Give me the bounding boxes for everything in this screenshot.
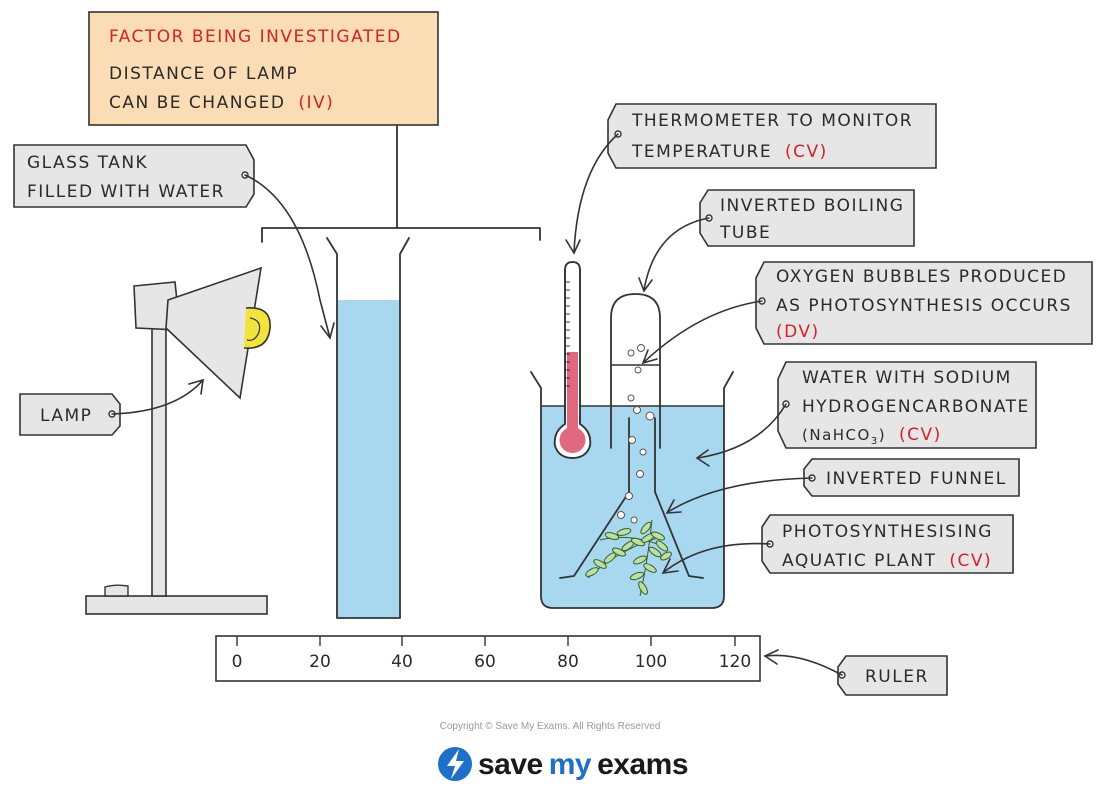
ruler-tick-60: 60 [474,652,496,672]
factor-tag: (IV) [298,93,334,113]
label-glass-tank-line-1: GLASS TANK [27,153,148,173]
glass-tank [326,237,410,619]
brand-exams: exams [597,748,688,781]
label-ruler-text: RULER [865,667,929,687]
label-water-formula-subscript: 3 [871,436,879,447]
factor-line-2: CAN BE CHANGED [109,93,285,113]
label-glass-tank: GLASS TANK FILLED WITH WATER [13,144,335,340]
brand-my: my [549,748,592,781]
label-boiling-tube-line-2: TUBE [719,223,771,243]
label-oxygen-tag: (DV) [776,322,820,342]
label-water-formula-close: ) [879,426,886,444]
label-oxygen-line-1: OXYGEN BUBBLES PRODUCED [776,267,1067,287]
brand-save: save [478,748,543,781]
save-my-exams-logo: save my exams [438,747,689,781]
label-water-line-1: WATER WITH SODIUM [802,368,1012,388]
label-boiling-tube-line-1: INVERTED BOILING [720,196,904,216]
svg-text:(NaHCO3) (CV): (NaHCO3) (CV) [802,425,942,447]
label-thermometer-line-2: TEMPERATURE [631,142,772,162]
factor-title: FACTOR BEING INVESTIGATED [109,27,402,47]
label-water-tag: (CV) [899,425,942,445]
label-thermometer-tag: (CV) [785,142,828,162]
oxygen-bubbles [617,344,655,524]
label-ruler: RULER [763,649,948,696]
ruler: 0 20 40 60 80 100 120 [215,635,761,682]
label-plant: PHOTOSYNTHESISING AQUATIC PLANT (CV) [661,514,1014,574]
label-water-line-2: HYDROGENCARBONATE [802,397,1030,417]
label-funnel: INVERTED FUNNEL [665,458,1020,514]
label-water: WATER WITH SODIUM HYDROGENCARBONATE (NaH… [695,361,1037,467]
label-plant-tag: (CV) [949,551,992,571]
lightning-icon [438,747,472,781]
factor-box: FACTOR BEING INVESTIGATED DISTANCE OF LA… [88,11,439,126]
ruler-tick-40: 40 [391,652,413,672]
ruler-tick-80: 80 [557,652,579,672]
distance-bracket [261,125,541,243]
label-glass-tank-line-2: FILLED WITH WATER [27,182,225,202]
label-boiling-tube: INVERTED BOILING TUBE [638,189,915,293]
svg-text:CAN BE CHANGED (IV): CAN BE CHANGED (IV) [109,93,334,113]
svg-text:AQUATIC PLANT (CV): AQUATIC PLANT (CV) [782,551,992,571]
label-oxygen-line-2: AS PHOTOSYNTHESIS OCCURS [776,296,1072,316]
ruler-tick-100: 100 [635,652,667,672]
svg-text:TEMPERATURE (CV): TEMPERATURE (CV) [631,142,828,162]
label-plant-line-1: PHOTOSYNTHESISING [782,522,993,542]
beaker [530,371,734,609]
label-water-formula: (NaHCO [802,426,871,444]
ruler-tick-20: 20 [309,652,331,672]
ruler-tick-0: 0 [232,652,243,672]
thermometer [553,261,592,459]
inverted-boiling-tube [610,293,661,449]
aquatic-plant [585,519,672,597]
inverted-funnel [559,417,704,579]
label-thermometer: THERMOMETER TO MONITOR TEMPERATURE (CV) [565,103,937,255]
label-lamp-text: LAMP [40,406,92,426]
factor-line-1: DISTANCE OF LAMP [109,64,298,84]
lamp [85,266,271,615]
label-oxygen-bubbles: OXYGEN BUBBLES PRODUCED AS PHOTOSYNTHESI… [641,261,1093,365]
label-plant-line-2: AQUATIC PLANT [782,551,936,571]
label-thermometer-line-1: THERMOMETER TO MONITOR [631,111,913,131]
label-funnel-text: INVERTED FUNNEL [826,469,1007,489]
copyright-text: Copyright © Save My Exams. All Rights Re… [440,721,661,732]
ruler-tick-120: 120 [719,652,751,672]
label-lamp: LAMP [19,378,204,436]
